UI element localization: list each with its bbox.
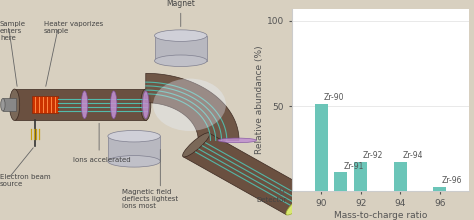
Ellipse shape (155, 30, 207, 41)
Ellipse shape (286, 191, 313, 215)
Ellipse shape (143, 91, 149, 119)
Ellipse shape (82, 91, 88, 119)
Y-axis label: Relative abundance (%): Relative abundance (%) (255, 46, 264, 154)
Text: Zr-91: Zr-91 (343, 161, 364, 170)
Text: Zr-90: Zr-90 (324, 93, 344, 102)
Ellipse shape (182, 133, 210, 157)
Ellipse shape (108, 156, 160, 167)
Text: Heater vaporizes
sample: Heater vaporizes sample (44, 21, 103, 34)
Text: Zr-94: Zr-94 (402, 151, 423, 160)
Polygon shape (32, 96, 58, 113)
Bar (433, 187, 446, 191)
Polygon shape (183, 133, 312, 215)
Text: Zr-92: Zr-92 (363, 151, 383, 160)
Bar (354, 162, 367, 191)
Text: Detector: Detector (256, 197, 287, 203)
Bar (335, 172, 347, 191)
Ellipse shape (218, 138, 256, 143)
Text: Electron beam
source: Electron beam source (0, 174, 51, 187)
Ellipse shape (9, 89, 20, 121)
Polygon shape (146, 73, 239, 140)
Ellipse shape (153, 79, 226, 131)
Text: Ions accelerated: Ions accelerated (73, 157, 130, 163)
Text: Zr-96: Zr-96 (442, 176, 463, 185)
Text: Magnet: Magnet (166, 0, 195, 8)
Polygon shape (108, 136, 160, 161)
X-axis label: Mass-to-charge ratio: Mass-to-charge ratio (334, 211, 427, 220)
Ellipse shape (110, 91, 117, 119)
Polygon shape (15, 89, 146, 121)
Ellipse shape (141, 89, 151, 121)
Ellipse shape (155, 55, 207, 66)
Text: Sample
enters
here: Sample enters here (0, 21, 26, 41)
Ellipse shape (108, 130, 160, 142)
Polygon shape (3, 99, 16, 111)
Bar (315, 104, 328, 191)
Bar (394, 162, 407, 191)
Text: Magnetic field
deflects lightest
ions most: Magnetic field deflects lightest ions mo… (122, 189, 179, 209)
Ellipse shape (1, 99, 5, 111)
Polygon shape (155, 36, 207, 61)
